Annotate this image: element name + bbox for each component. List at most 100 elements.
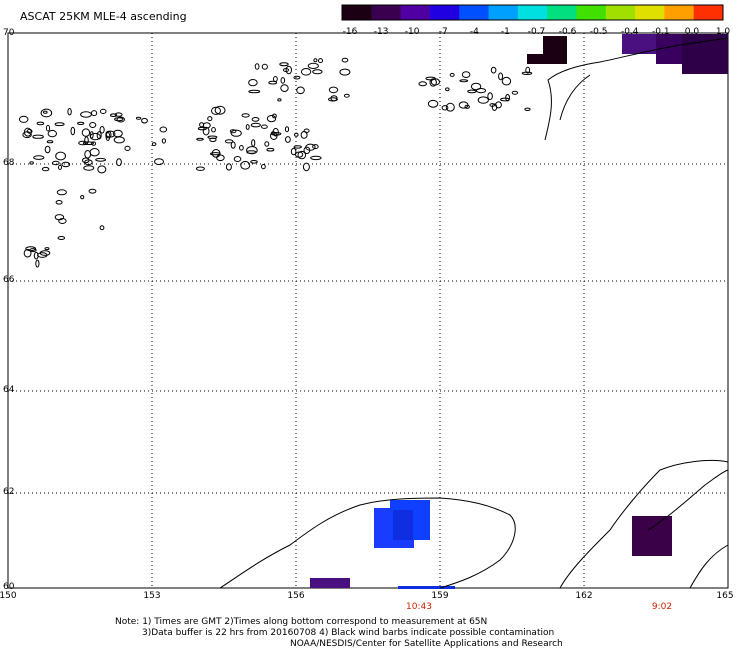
lake-outline — [290, 147, 297, 156]
lake-outline — [268, 80, 278, 85]
lake-outline — [501, 76, 512, 86]
lake-outline — [293, 75, 301, 80]
footnote-line: 3)Data buffer is 22 hrs from 20160708 4)… — [142, 628, 555, 638]
colorbar-tick-label: -16 — [342, 27, 358, 37]
lake-outline — [240, 161, 251, 170]
lake-outline — [80, 195, 85, 200]
lake-outline — [159, 126, 168, 133]
lon-label: 165 — [716, 591, 734, 601]
lake-outline — [88, 188, 97, 194]
lake-outline — [312, 69, 323, 75]
lake-outline — [339, 68, 351, 76]
lake-outline — [330, 95, 338, 102]
lake-outline — [45, 124, 51, 132]
lake-outline — [196, 137, 204, 141]
colorbar-swatch — [605, 5, 636, 20]
lake-outline — [310, 155, 322, 161]
lake-outline — [261, 63, 268, 70]
lake-outline — [245, 124, 250, 130]
lake-outline — [46, 140, 54, 144]
lake-outline — [313, 58, 318, 63]
colorbar-tick-label: -7 — [438, 27, 448, 37]
lake-outline — [250, 122, 261, 128]
lake-outline — [500, 97, 510, 102]
lake-outline — [51, 160, 60, 166]
lake-outline — [467, 89, 477, 94]
lake-outline — [35, 259, 40, 268]
lake-outline — [95, 157, 106, 162]
lake-outline — [135, 116, 142, 120]
lake-outline — [33, 155, 45, 160]
lake-outline — [36, 121, 45, 126]
lake-outline — [418, 81, 428, 87]
lake-outline — [261, 124, 268, 129]
lake-outline — [491, 103, 498, 111]
lake-outline — [241, 113, 250, 118]
lake-outline — [44, 145, 51, 154]
lake-outline — [18, 115, 29, 123]
coastline — [219, 37, 729, 589]
lake-outline — [211, 127, 216, 133]
colorbar-tick-label: -0.1 — [652, 27, 670, 37]
colorbar-tick-label: 1.0 — [715, 27, 731, 37]
colorbar — [341, 4, 724, 21]
lake-outline — [307, 62, 319, 70]
lake-outline — [224, 139, 234, 144]
lake-outline — [83, 165, 95, 171]
colorbar-tick-label: -0.4 — [620, 27, 639, 37]
lake-outline — [40, 108, 53, 118]
lake-outline — [114, 112, 123, 117]
lon-label: 159 — [431, 591, 449, 601]
lake-outline — [280, 77, 286, 84]
lake-outline — [297, 150, 307, 160]
lake-outline — [300, 131, 308, 139]
lake-outline — [195, 166, 205, 171]
lake-outline — [161, 138, 166, 144]
lake-outline — [318, 58, 323, 64]
pass-time-label: 10:43 — [406, 602, 432, 612]
lake-outline — [246, 150, 257, 154]
lake-outline — [525, 66, 531, 74]
lake-outline — [285, 65, 292, 75]
graticule — [8, 33, 728, 588]
lat-label: 64 — [3, 385, 15, 395]
colorbar-tick-label: -10 — [404, 27, 420, 37]
lake-outline — [214, 105, 226, 115]
lake-outline — [58, 218, 67, 224]
lake-outline — [41, 166, 50, 172]
lake-outline — [279, 62, 289, 67]
lake-outline — [96, 131, 102, 140]
colorbar-tick-label: -4 — [469, 27, 479, 37]
wind-cell — [632, 516, 672, 556]
lake-outline — [207, 116, 213, 122]
lake-outline — [239, 145, 244, 151]
lake-outline — [23, 248, 32, 258]
lake-outline — [521, 71, 533, 76]
wind-cell — [310, 578, 350, 588]
wind-cell — [393, 510, 413, 540]
colorbar-swatch — [371, 5, 402, 20]
lake-outline — [470, 82, 482, 91]
colorbar-swatch — [429, 5, 460, 20]
colorbar-swatch — [664, 5, 695, 20]
lake-outline — [44, 247, 50, 251]
lake-outline — [229, 129, 237, 134]
lake-outline — [154, 158, 164, 166]
lake-outline — [67, 108, 72, 116]
lake-outline — [110, 113, 118, 117]
lat-label: 66 — [3, 275, 15, 285]
lake-outline — [57, 236, 66, 240]
lake-outline — [251, 117, 260, 122]
lake-outline — [39, 250, 51, 256]
colorbar-swatch — [635, 5, 665, 20]
lon-label: 156 — [287, 591, 305, 601]
wind-cell — [682, 34, 728, 74]
lon-label: 150 — [0, 591, 17, 601]
lake-outline — [427, 99, 439, 108]
lake-outline — [23, 127, 32, 137]
lake-outline — [277, 98, 282, 102]
lon-label: 162 — [575, 591, 593, 601]
lake-outline — [266, 115, 277, 123]
lake-outline — [77, 121, 85, 126]
